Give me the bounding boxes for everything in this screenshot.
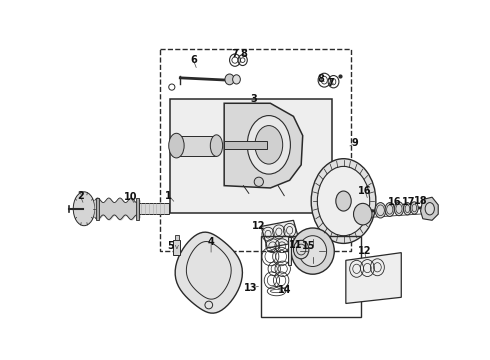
Polygon shape bbox=[346, 253, 401, 303]
Text: 14: 14 bbox=[277, 285, 291, 294]
Bar bbox=[288, 237, 291, 265]
Bar bbox=[96, 198, 99, 220]
Text: 17: 17 bbox=[401, 197, 415, 207]
Text: 10: 10 bbox=[123, 192, 137, 202]
Text: V: V bbox=[174, 245, 178, 250]
Text: 6: 6 bbox=[190, 55, 197, 65]
Text: 2: 2 bbox=[77, 191, 84, 201]
Text: 16: 16 bbox=[389, 197, 402, 207]
Text: 1: 1 bbox=[165, 191, 172, 201]
Polygon shape bbox=[175, 232, 243, 313]
Bar bbox=[176, 136, 217, 156]
Polygon shape bbox=[261, 220, 300, 248]
Ellipse shape bbox=[247, 116, 291, 174]
Text: 13: 13 bbox=[244, 283, 257, 293]
Text: 7: 7 bbox=[232, 49, 238, 59]
Ellipse shape bbox=[385, 203, 394, 216]
Polygon shape bbox=[224, 103, 303, 188]
Ellipse shape bbox=[318, 166, 370, 236]
Text: 16: 16 bbox=[358, 186, 372, 196]
Ellipse shape bbox=[169, 133, 184, 158]
Ellipse shape bbox=[73, 192, 95, 226]
Ellipse shape bbox=[210, 135, 222, 156]
Ellipse shape bbox=[291, 228, 334, 274]
Text: 5: 5 bbox=[167, 241, 173, 251]
Text: 15: 15 bbox=[302, 241, 316, 251]
Bar bbox=[175, 235, 179, 240]
Ellipse shape bbox=[404, 203, 411, 215]
Ellipse shape bbox=[354, 203, 372, 225]
Bar bbox=[224, 141, 267, 149]
Text: 11: 11 bbox=[289, 240, 302, 250]
Ellipse shape bbox=[411, 202, 418, 214]
Ellipse shape bbox=[425, 203, 435, 215]
Ellipse shape bbox=[375, 203, 386, 218]
Text: 3: 3 bbox=[250, 94, 257, 104]
Bar bbox=[261, 236, 361, 316]
Text: 8: 8 bbox=[240, 49, 247, 59]
Ellipse shape bbox=[294, 240, 309, 259]
Ellipse shape bbox=[394, 202, 404, 216]
Ellipse shape bbox=[311, 159, 376, 243]
Ellipse shape bbox=[299, 236, 326, 266]
Ellipse shape bbox=[255, 126, 283, 164]
Ellipse shape bbox=[336, 191, 351, 211]
Ellipse shape bbox=[225, 74, 234, 85]
Text: 9: 9 bbox=[352, 138, 359, 148]
Ellipse shape bbox=[233, 75, 241, 84]
Ellipse shape bbox=[254, 177, 264, 186]
Bar bbox=[171, 99, 332, 213]
Bar bbox=[140, 203, 169, 214]
Polygon shape bbox=[420, 197, 438, 220]
Text: 18: 18 bbox=[414, 196, 427, 206]
Text: 7: 7 bbox=[328, 78, 335, 88]
Bar bbox=[173, 239, 179, 255]
Text: 8: 8 bbox=[317, 75, 324, 84]
Text: 4: 4 bbox=[208, 237, 215, 247]
Bar bbox=[136, 198, 140, 220]
Bar bbox=[160, 49, 351, 251]
Text: 12: 12 bbox=[252, 221, 266, 231]
Text: 12: 12 bbox=[358, 246, 371, 256]
